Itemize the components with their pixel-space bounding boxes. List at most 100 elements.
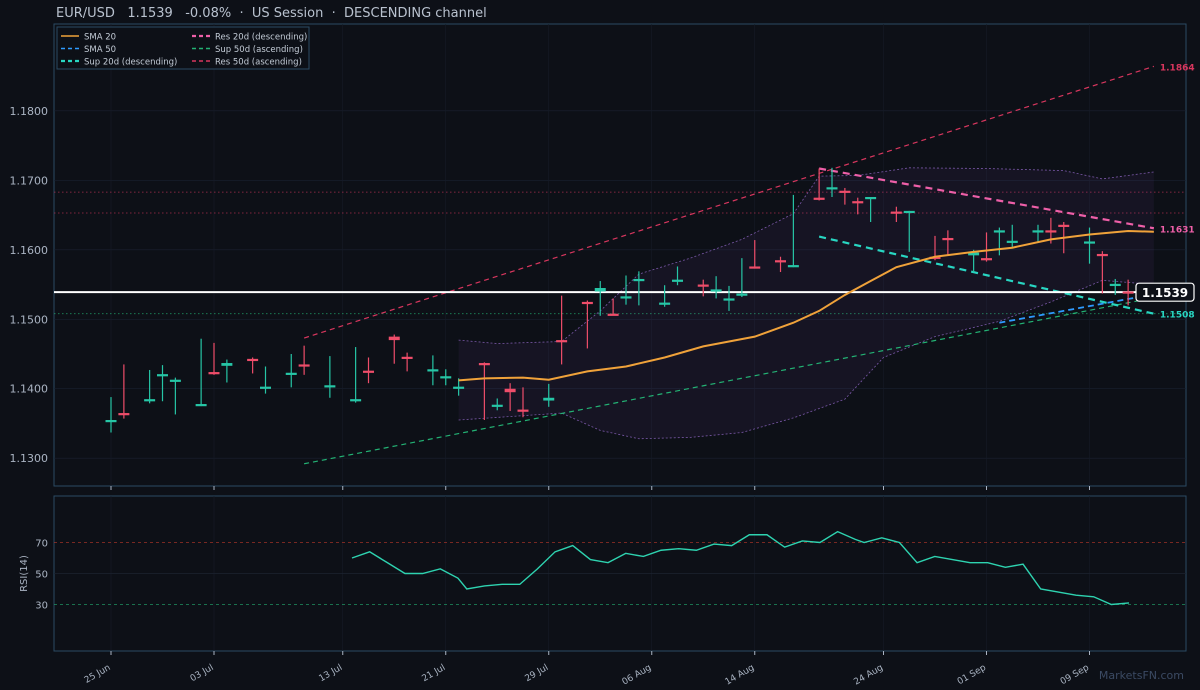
candle-body <box>1045 230 1057 233</box>
candle <box>942 230 954 256</box>
candle <box>491 398 503 411</box>
price-tick-label: 1.1800 <box>10 105 49 118</box>
candle-body <box>247 358 259 362</box>
watermark: MarketsFN.com <box>1098 669 1184 682</box>
candle <box>697 279 709 297</box>
candle <box>105 397 117 433</box>
candle-body <box>993 230 1005 233</box>
candle-body <box>491 404 503 407</box>
candle <box>993 227 1005 256</box>
candle <box>427 355 439 386</box>
res-20d-end-label: 1.1631 <box>1160 225 1195 235</box>
candle-body <box>105 420 117 423</box>
candle-body <box>659 302 671 305</box>
candle <box>363 357 374 384</box>
x-tick-label: 21 Jul <box>420 663 447 684</box>
price-tick-label: 1.1600 <box>10 244 49 257</box>
legend-box <box>56 26 310 70</box>
x-tick-label: 03 Jul <box>189 663 216 684</box>
candle <box>581 300 593 349</box>
candle-body <box>260 386 271 389</box>
candle <box>981 232 992 262</box>
candle-body <box>208 372 220 375</box>
legend-item-label: Res 50d (ascending) <box>215 58 302 68</box>
candle <box>144 369 156 404</box>
candle-body <box>504 388 516 393</box>
candle <box>672 266 683 286</box>
rsi-tick-label: 70 <box>35 539 48 550</box>
candle-body <box>672 279 683 282</box>
candle <box>1109 278 1121 295</box>
candle-body <box>388 336 400 341</box>
candle-body <box>620 296 632 299</box>
candle-body <box>1084 241 1095 244</box>
legend-item-label: Sup 20d (descending) <box>84 58 177 68</box>
candle <box>736 258 748 298</box>
candle-body <box>363 370 374 373</box>
candle-body <box>710 289 722 292</box>
candle <box>710 276 722 299</box>
legend-item-label: SMA 20 <box>84 33 116 43</box>
x-tick-label: 14 Aug <box>724 663 757 688</box>
candle-body <box>1096 253 1108 257</box>
candle-body <box>285 372 297 375</box>
candle-body <box>478 363 490 366</box>
candle <box>826 167 838 197</box>
candle <box>775 256 786 273</box>
x-tick-label: 24 Aug <box>852 663 885 688</box>
candle <box>607 298 619 316</box>
price-tick-label: 1.1400 <box>10 383 49 396</box>
candle <box>388 334 400 364</box>
candle <box>401 352 413 372</box>
sup-20d-end-label: 1.1508 <box>1160 311 1195 321</box>
candle-body <box>968 252 980 256</box>
price-tick-label: 1.1300 <box>10 452 49 465</box>
candle-body <box>453 386 465 389</box>
candle-body <box>221 363 233 366</box>
x-tick-label: 29 Jul <box>523 663 550 684</box>
candle-body <box>775 260 786 263</box>
candle <box>324 356 336 398</box>
candle <box>221 359 233 383</box>
candle <box>852 197 864 215</box>
x-tick-label: 06 Aug <box>621 663 654 688</box>
sup-20d-line <box>818 235 1155 315</box>
price-panel-frame <box>53 23 1187 487</box>
candle <box>453 378 465 396</box>
candle <box>1006 224 1018 249</box>
candle <box>749 240 761 269</box>
candle <box>118 364 130 419</box>
candle-body <box>1006 240 1018 243</box>
candle-body <box>865 196 877 200</box>
candle-body <box>826 187 838 190</box>
price-tick-label: 1.1500 <box>10 313 49 326</box>
candle <box>620 275 632 305</box>
res-50d-end-label: 1.1864 <box>1160 63 1195 73</box>
candle-body <box>607 313 619 316</box>
candle <box>260 366 271 394</box>
candle <box>247 357 259 374</box>
candle <box>556 295 568 365</box>
candle <box>543 383 555 407</box>
candle-body <box>298 364 310 367</box>
current-price-label: 1.1539 <box>1142 286 1188 300</box>
current-price-box <box>1135 282 1195 302</box>
candle <box>478 362 490 420</box>
candle <box>195 338 207 407</box>
candle-body <box>144 399 156 402</box>
candle <box>1122 279 1134 306</box>
candle-body <box>903 210 915 214</box>
candle <box>1032 224 1044 243</box>
legend-item-label: Res 20d (descending) <box>215 33 307 43</box>
candle-body <box>157 374 168 377</box>
candle-body <box>350 399 362 402</box>
candle-body <box>1032 230 1044 233</box>
candle-body <box>581 301 593 305</box>
candle-body <box>556 340 568 343</box>
res-20d-line <box>818 167 1155 230</box>
candle-body <box>324 385 336 388</box>
rsi-tick-label: 30 <box>35 601 48 612</box>
legend: SMA 20 SMA 50 Sup 20d (descending) Res 20d … <box>56 26 310 70</box>
candle-body <box>1109 283 1121 287</box>
